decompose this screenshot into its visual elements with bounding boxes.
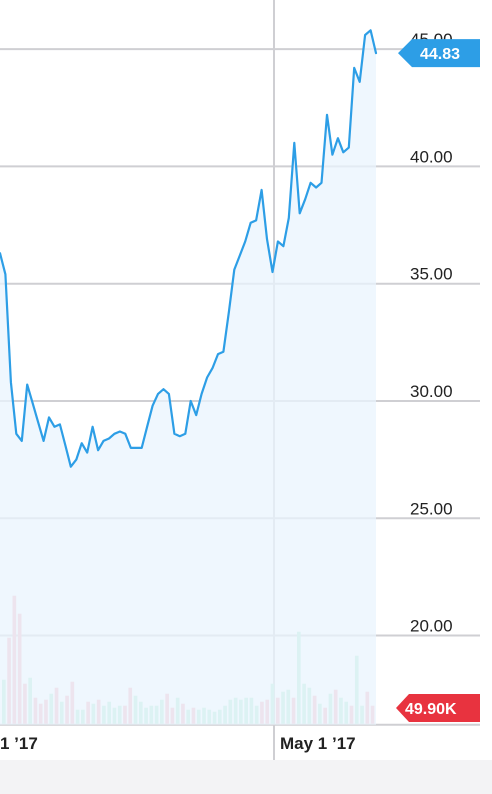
current-volume-label: 49.90K <box>405 701 457 718</box>
x-tick-label: May 1 ’17 <box>280 734 356 753</box>
y-tick-label: 30.00 <box>410 382 453 401</box>
y-tick-label: 25.00 <box>410 499 453 518</box>
price-area <box>0 30 376 724</box>
current-price-label: 44.83 <box>420 46 460 63</box>
y-tick-label: 35.00 <box>410 265 453 284</box>
x-axis-ticks: 1 ’17 May 1 ’17 <box>0 734 356 753</box>
x-tick-label: 1 ’17 <box>0 734 38 753</box>
y-tick-label: 20.00 <box>410 617 453 636</box>
bottom-bar <box>0 760 492 794</box>
y-tick-label: 40.00 <box>410 147 453 166</box>
price-area-fill <box>0 30 376 724</box>
